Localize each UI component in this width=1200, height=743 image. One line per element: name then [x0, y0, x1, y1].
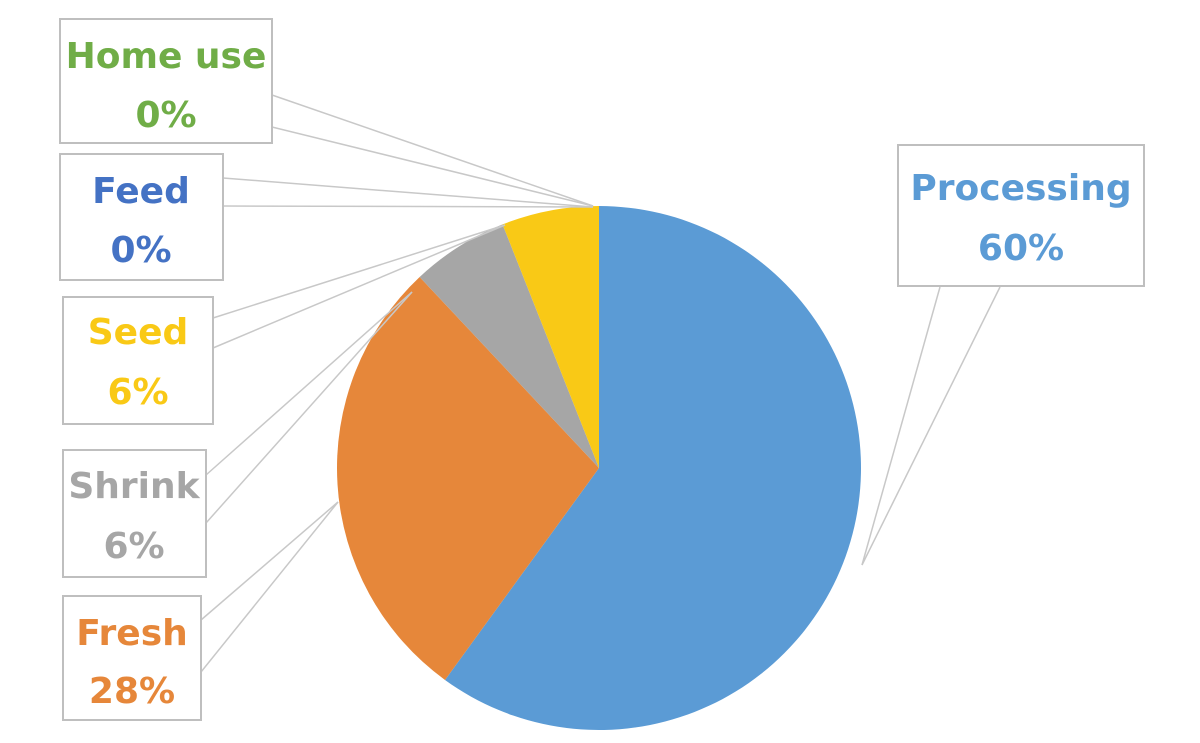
callout-feed: Feed 0%	[59, 153, 224, 281]
leader-line-feed-2	[222, 205, 594, 208]
callout-fresh: Fresh 28%	[62, 595, 202, 721]
slice-value-feed: 0%	[110, 230, 171, 271]
callout-box-feed	[59, 153, 224, 281]
slice-value-seed: 6%	[107, 372, 168, 413]
callout-box-home-use	[59, 18, 273, 144]
leader-line-fresh-1	[200, 501, 339, 621]
callout-shrink: Shrink 6%	[62, 449, 207, 578]
callout-home-use: Home use 0%	[59, 18, 273, 144]
slice-label-feed: Feed	[92, 171, 190, 212]
callout-box-fresh	[62, 595, 202, 721]
callout-box-processing	[897, 144, 1145, 287]
slice-value-home-use: 0%	[135, 95, 196, 136]
slice-label-home-use: Home use	[66, 36, 267, 77]
leader-line-seed-2	[212, 224, 506, 349]
callout-processing: Processing 60%	[897, 144, 1145, 287]
slice-value-fresh: 28%	[89, 671, 175, 712]
leader-line-shrink-2	[205, 291, 413, 524]
callout-seed: Seed 6%	[62, 296, 214, 425]
leader-line-processing-2	[861, 286, 1001, 566]
slice-value-shrink: 6%	[103, 526, 164, 567]
pie-slices	[337, 206, 861, 730]
leader-line-shrink-1	[205, 291, 413, 476]
slice-label-fresh: Fresh	[76, 613, 188, 654]
pie-slice-fresh	[337, 277, 599, 680]
pie-slice-processing	[445, 206, 861, 730]
callout-leader-lines	[200, 94, 1001, 673]
callout-box-shrink	[62, 449, 207, 578]
leader-line-home-use-1	[271, 94, 594, 207]
leader-line-home-use-2	[271, 126, 594, 207]
leader-line-fresh-2	[200, 501, 339, 673]
pie-slice-seed	[502, 206, 599, 468]
slice-label-shrink: Shrink	[68, 466, 200, 507]
leader-line-processing-1	[861, 286, 941, 566]
slice-label-seed: Seed	[88, 312, 189, 353]
leader-line-feed-1	[222, 177, 594, 208]
slice-label-processing: Processing	[910, 168, 1131, 209]
callout-box-seed	[62, 296, 214, 425]
slice-value-processing: 60%	[978, 228, 1064, 269]
pie-slice-shrink	[419, 224, 599, 468]
leader-line-seed-1	[212, 224, 506, 319]
